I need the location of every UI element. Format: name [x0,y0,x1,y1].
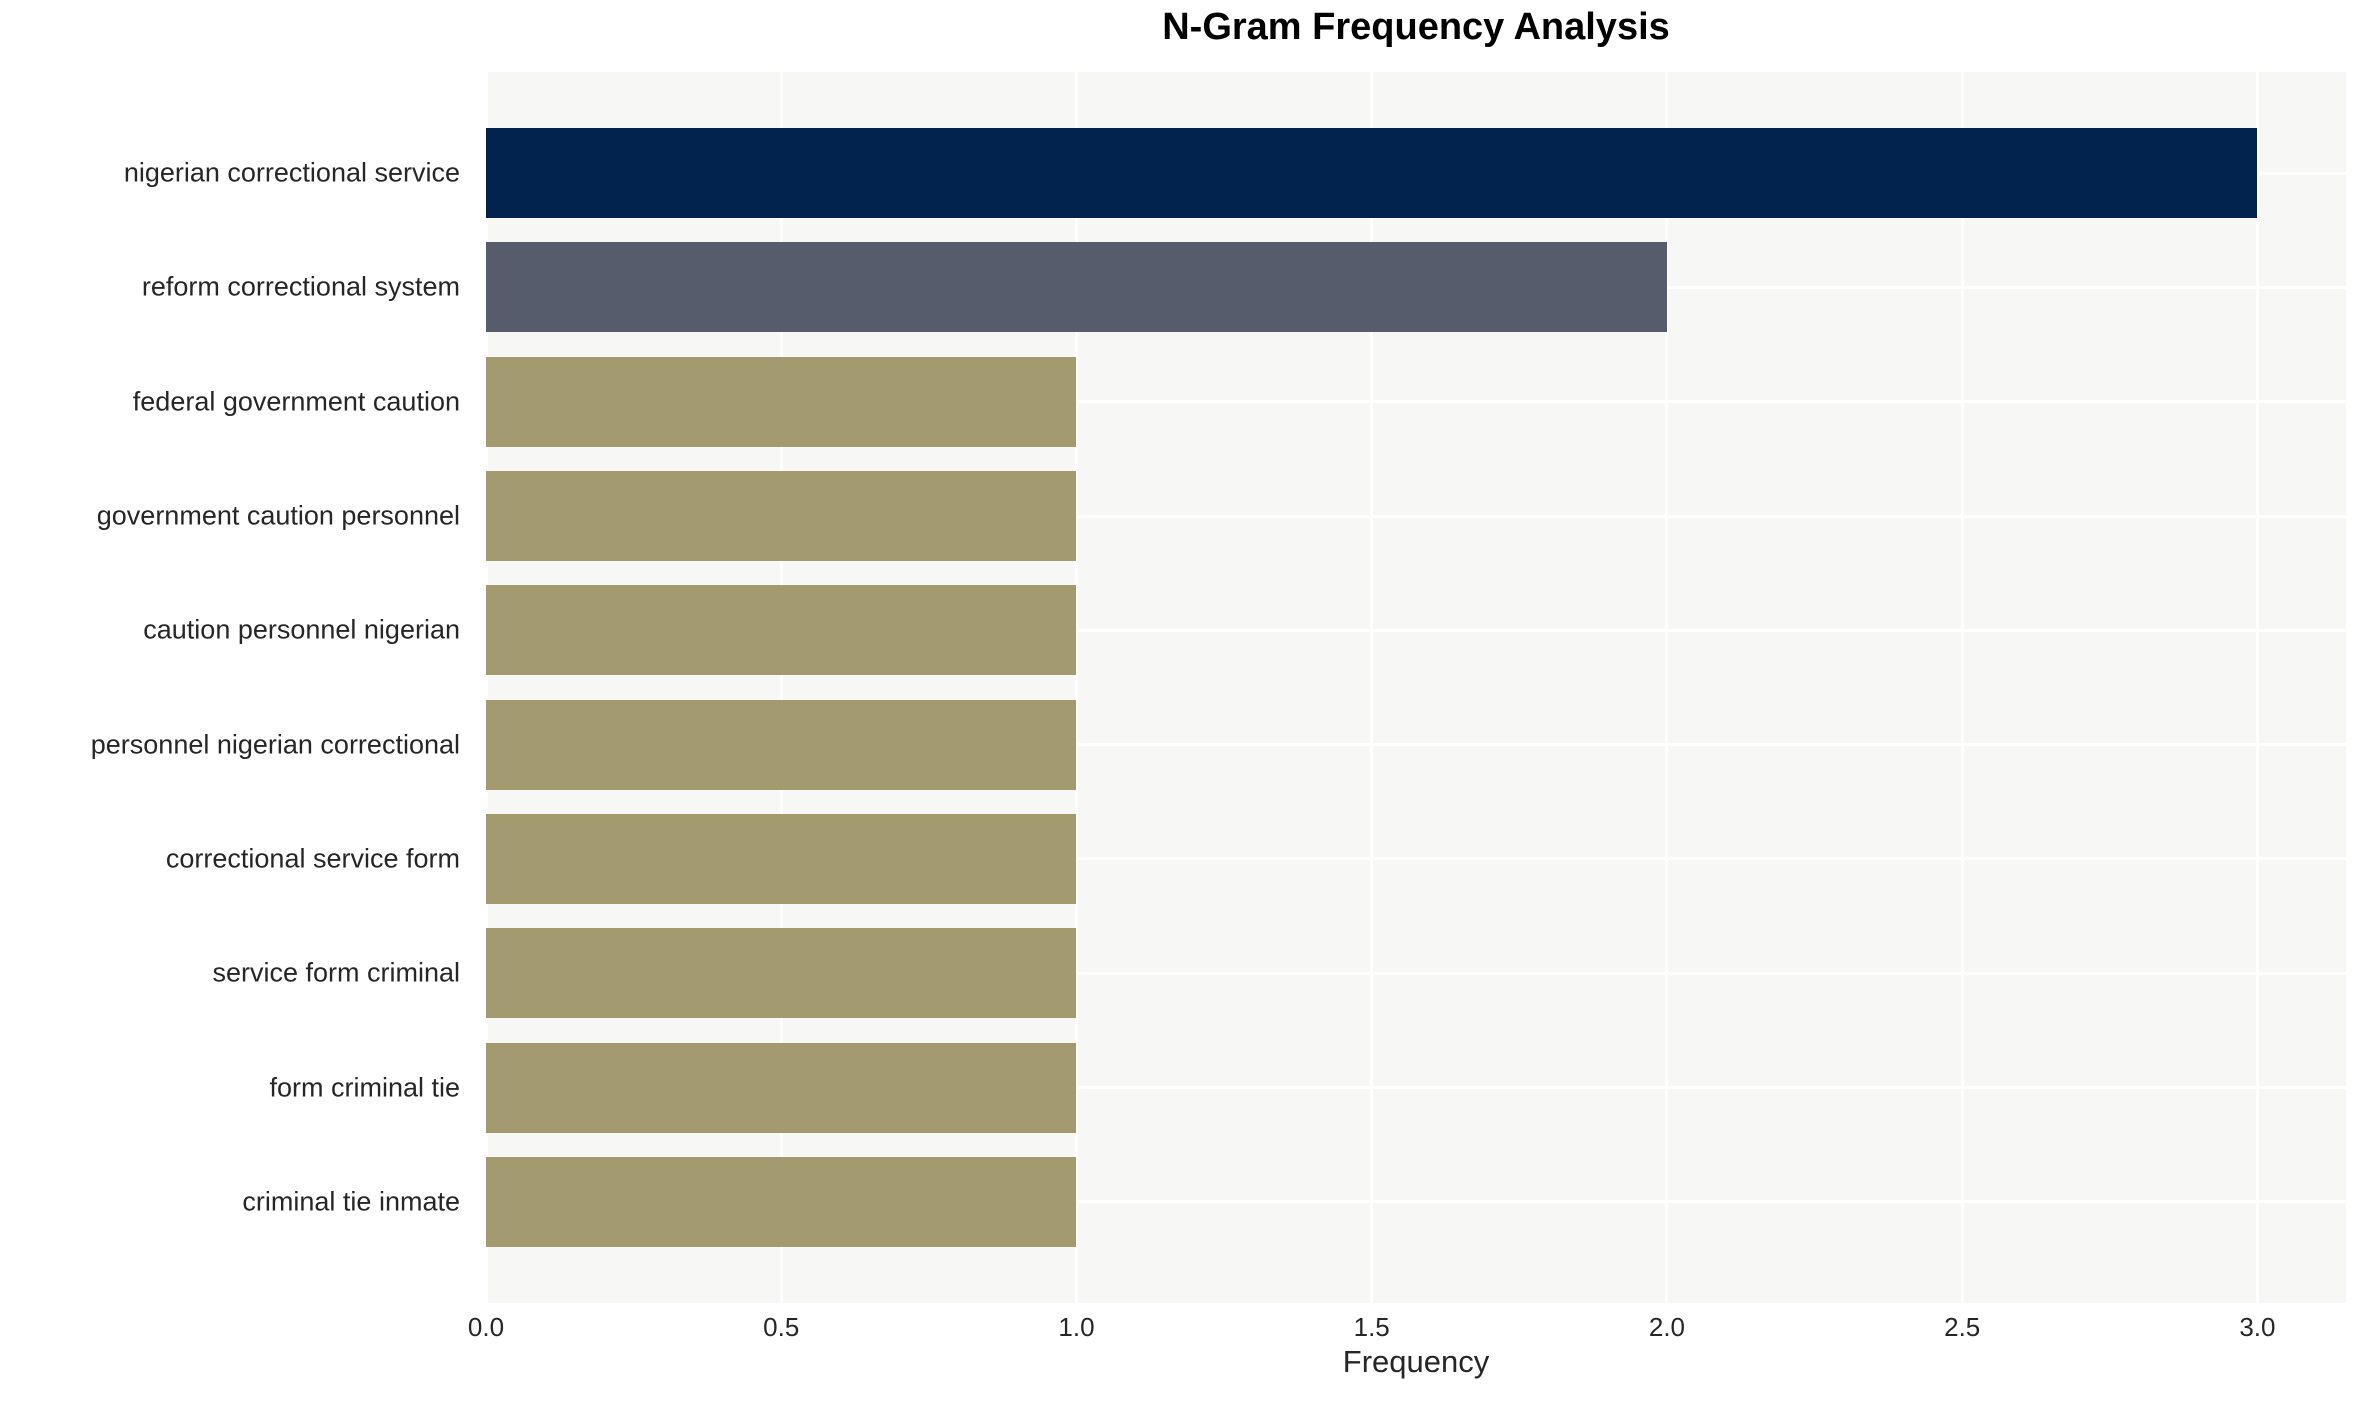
y-gridline [486,1086,2346,1090]
bar-reform-correctional-system [486,242,1667,333]
x-gridline [779,72,783,1303]
x-tick-label: 0.0 [467,1312,505,1342]
x-gridline [2255,72,2259,1303]
bar-federal-government-caution [486,356,1077,447]
bar-nigerian-correctional-service [486,128,2258,219]
y-tick-label: federal government caution [132,386,460,417]
y-gridline [486,1200,2346,1204]
bar-correctional-service-form [486,813,1077,904]
bar-government-caution-personnel [486,471,1077,562]
y-tick-label: reform correctional system [141,271,460,302]
y-tick-label: caution personnel nigerian [143,614,460,645]
x-gridline [1370,72,1374,1303]
x-axis-label: Frequency [1342,1344,1490,1379]
y-gridline [486,514,2346,518]
y-gridline [486,400,2346,404]
chart-title: N-Gram Frequency Analysis [1162,6,1670,48]
x-axis: 0.0 0.5 1.0 1.5 2.0 2.5 3.0 [468,1303,2346,1349]
y-tick-label: nigerian correctional service [123,157,460,188]
bar-service-form-criminal [486,928,1077,1019]
x-gridline [1960,72,1964,1303]
y-tick-label: correctional service form [165,843,460,874]
y-gridline [486,857,2346,861]
x-tick-label: 2.5 [1944,1312,1981,1342]
bar-caution-personnel-nigerian [486,585,1077,676]
bar-form-criminal-tie [486,1042,1077,1133]
y-tick-label: criminal tie inmate [242,1186,460,1217]
x-tick-label: 1.5 [1353,1312,1390,1342]
y-tick-label: personnel nigerian correctional [90,729,460,760]
x-tick-label: 2.0 [1648,1312,1686,1342]
y-gridline [486,971,2346,975]
y-tick-label: service form criminal [212,957,460,988]
bar-criminal-tie-inmate [486,1156,1077,1247]
y-axis-labels: nigerian correctional service reform corr… [0,72,474,1303]
x-gridline [1074,72,1078,1303]
y-gridline [486,628,2346,632]
bar-personnel-nigerian-correctional [486,699,1077,790]
x-gridline [484,72,488,1303]
x-gridline [1665,72,1669,1303]
x-tick-label: 3.0 [2239,1312,2276,1342]
y-tick-label: form criminal tie [269,1072,460,1103]
x-tick-label: 1.0 [1058,1312,1095,1342]
y-tick-label: government caution personnel [96,500,460,531]
y-gridline [486,743,2346,747]
x-tick-label: 0.5 [763,1312,800,1342]
plot-area [484,72,2346,1303]
